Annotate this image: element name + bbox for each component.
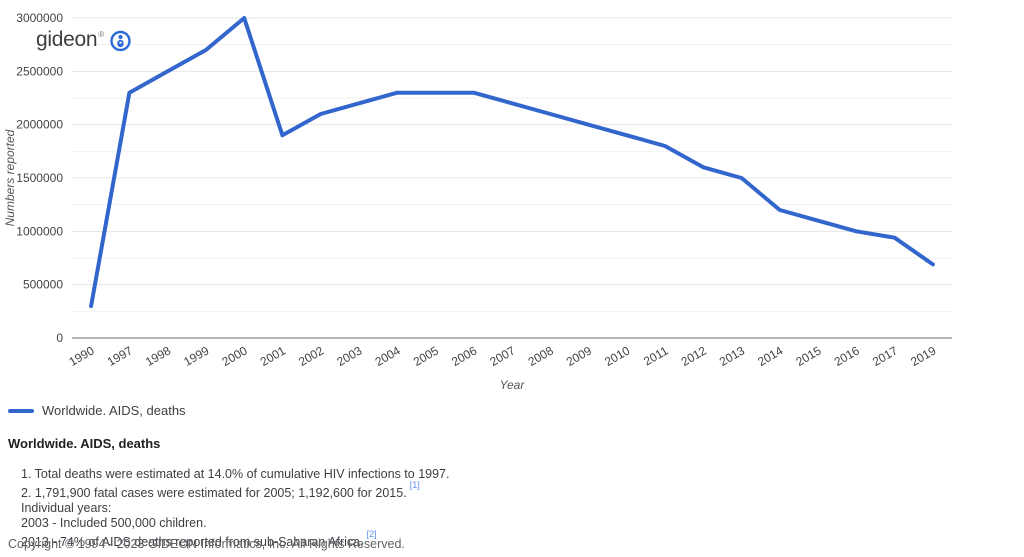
reference-link[interactable]: [1] xyxy=(409,480,420,490)
reference-link[interactable]: [2] xyxy=(366,529,377,540)
x-axis-tick-label: 2005 xyxy=(411,343,441,369)
gideon-logo: gideon ® xyxy=(36,28,132,52)
x-axis-tick-label: 2007 xyxy=(487,343,517,369)
x-axis-tick-label: 2010 xyxy=(602,343,632,369)
x-axis-title: Year xyxy=(500,378,526,392)
y-axis-tick-label: 2500000 xyxy=(16,64,63,78)
data-line-worldwide-aids-deaths xyxy=(89,16,935,308)
x-axis-tick-label: 2017 xyxy=(870,343,900,369)
x-axis-tick-label: 2016 xyxy=(832,343,862,369)
registered-trademark-icon: ® xyxy=(98,29,105,39)
note-text: 2. 1,791,900 fatal cases were estimated … xyxy=(21,486,407,501)
note-line: 2003 - Included 500,000 children. xyxy=(21,516,450,531)
line-chart: 0 500000 1000000 1500000 2000000 2500000 30000… xyxy=(3,11,952,392)
gideon-logo-text: gideon xyxy=(36,28,98,51)
x-axis-tick-label: 2000 xyxy=(220,343,250,369)
x-axis-tick-label: 1990 xyxy=(67,343,97,369)
copyright-line: Copyright © 1994 - 2023 GIDEON Informati… xyxy=(8,537,405,551)
x-axis-tick-label: 2006 xyxy=(449,343,479,369)
x-axis-tick-label: 1998 xyxy=(143,343,173,369)
x-axis-tick-label: 2001 xyxy=(258,343,288,369)
y-axis-tick-label: 2000000 xyxy=(16,118,63,132)
note-text: 2003 - Included 500,000 children. xyxy=(21,516,207,531)
note-line: 2013 - 74% of AIDS deaths reported from … xyxy=(21,529,450,550)
x-axis-tick-label: 1999 xyxy=(181,343,211,369)
x-axis-tick-label: 2009 xyxy=(564,343,594,369)
x-axis-tick-label: 2003 xyxy=(334,343,364,369)
note-text: Individual years: xyxy=(21,501,112,516)
legend-label: Worldwide. AIDS, deaths xyxy=(42,403,186,418)
x-axis-tick-label: 2011 xyxy=(641,343,671,368)
y-axis-tick-label: 3000000 xyxy=(16,11,63,25)
y-axis-tick-label: 0 xyxy=(56,331,63,345)
note-line: 1. Total deaths were estimated at 14.0% … xyxy=(21,467,450,482)
x-axis-tick-label: 2008 xyxy=(526,343,556,369)
chart-area: 0 500000 1000000 1500000 2000000 2500000 30000… xyxy=(3,11,952,392)
x-axis-tick-label: 2015 xyxy=(793,343,823,369)
y-axis-tick-label: 1500000 xyxy=(16,171,63,185)
y-axis-tick-label: 500000 xyxy=(23,278,63,292)
x-axis-tick-label: 2013 xyxy=(717,343,747,369)
y-axis-title: Numbers reported xyxy=(3,129,17,226)
y-axis-tick-label: 1000000 xyxy=(16,224,63,238)
person-in-circle-icon xyxy=(110,30,131,52)
series-heading: Worldwide. AIDS, deaths xyxy=(8,436,161,451)
x-axis-tick-label: 2014 xyxy=(755,343,785,369)
note-line: 2. 1,791,900 fatal cases were estimated … xyxy=(21,480,450,501)
legend-line-swatch xyxy=(8,408,34,413)
x-axis-tick-label: 1997 xyxy=(105,343,135,369)
x-axis-tick-label: 2012 xyxy=(679,343,709,369)
x-axis-tick-label: 2002 xyxy=(296,343,326,369)
x-axis-tick-label: 2004 xyxy=(373,343,403,369)
chart-legend: Worldwide. AIDS, deaths xyxy=(8,403,186,418)
note-line: Individual years: xyxy=(21,501,450,516)
note-text: 2013 - 74% of AIDS deaths reported from … xyxy=(21,535,364,550)
x-axis-tick-label: 2019 xyxy=(908,343,938,369)
notes-list: 1. Total deaths were estimated at 14.0% … xyxy=(21,467,450,550)
note-text: 1. Total deaths were estimated at 14.0% … xyxy=(21,467,450,481)
